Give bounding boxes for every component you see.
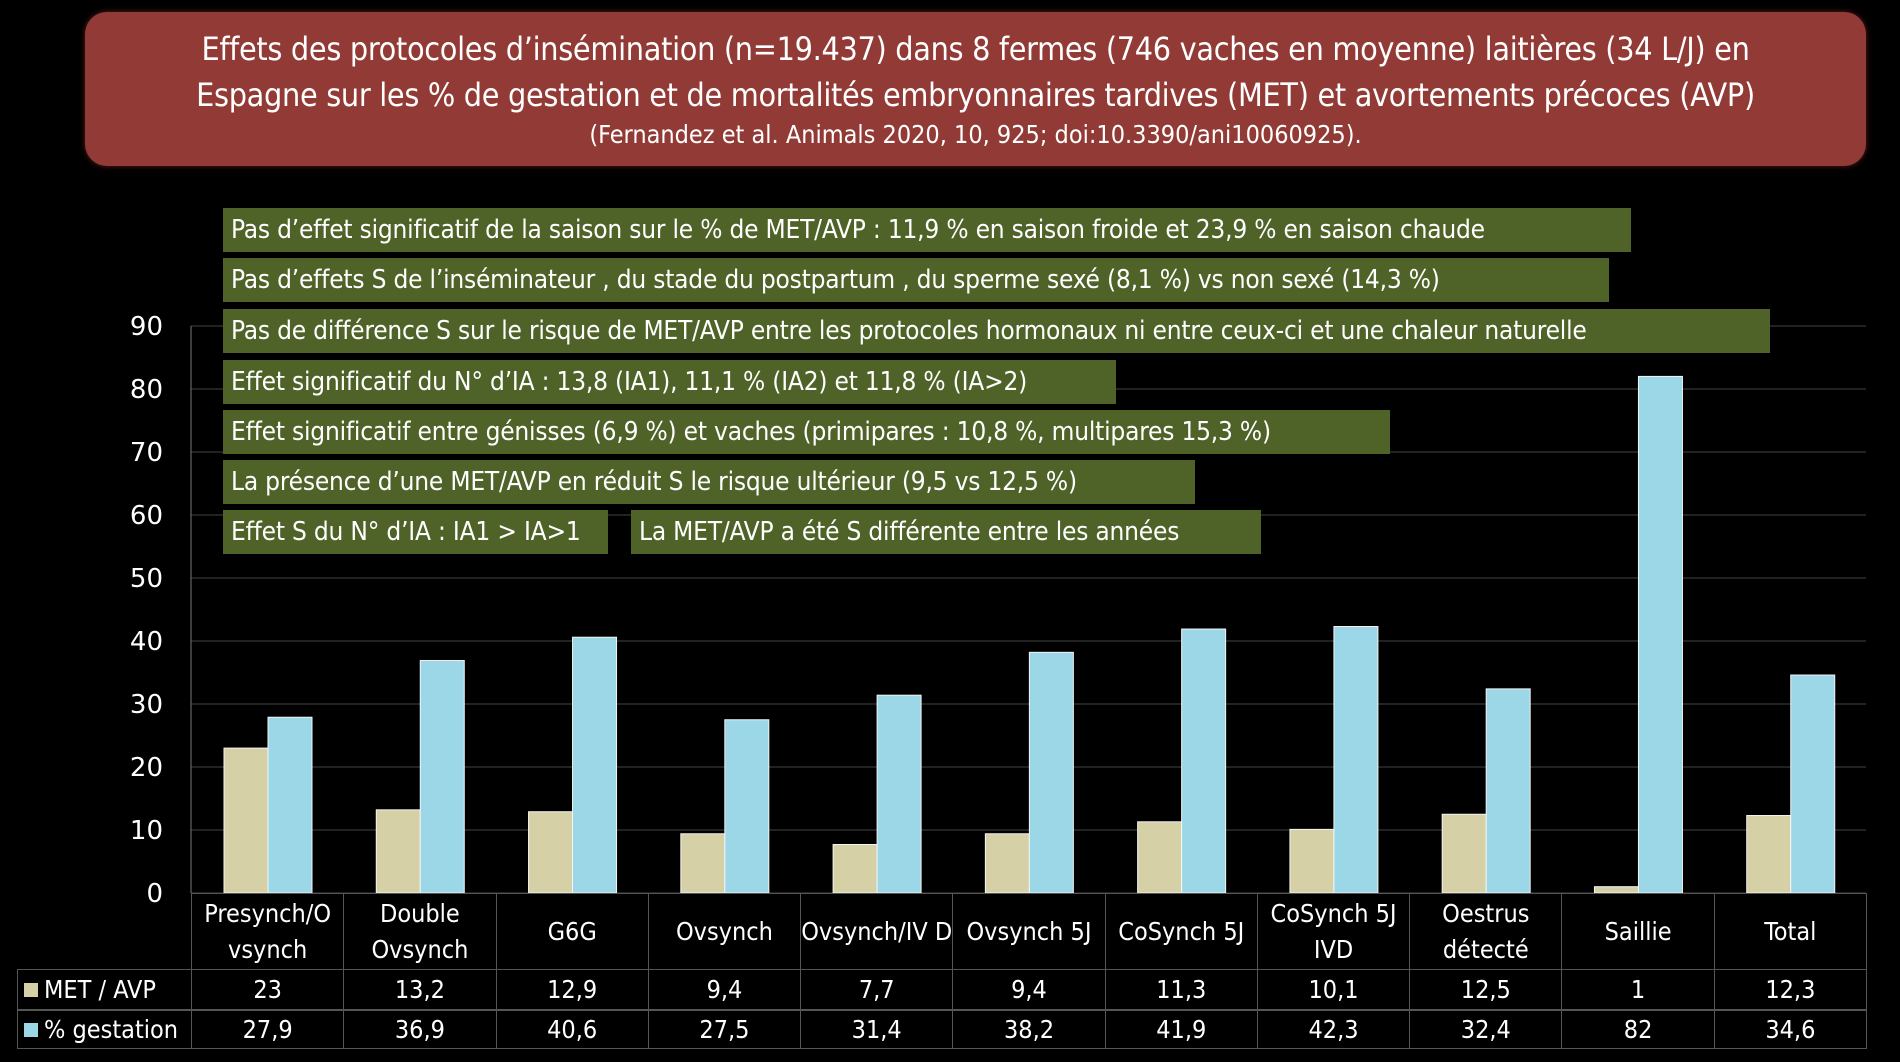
y-tick-label: 90 (130, 312, 163, 342)
data-value: 31,4 (800, 1010, 954, 1049)
note-protocols: Pas de différence S sur le risque de MET… (223, 309, 1770, 353)
category-label: Presynch/O vsynch (191, 893, 345, 970)
bar-gestation (1790, 674, 1836, 894)
data-value: 7,7 (800, 969, 954, 1010)
note-heifers-cows: Effet significatif entre génisses (6,9 %… (223, 410, 1390, 454)
legend-swatch (24, 1022, 38, 1037)
title-line-2: Espagne sur les % de gestation et de mor… (196, 76, 1755, 114)
data-value: 27,5 (647, 1010, 802, 1049)
data-value: 12,3 (1713, 969, 1867, 1010)
bar-gestation (1181, 628, 1227, 894)
category-label: CoSynch 5J (1104, 893, 1258, 970)
y-tick-label: 30 (130, 690, 163, 720)
note-ia1: Effet S du N° d’IA : IA1 > IA>1 (223, 510, 608, 554)
data-value: 23 (191, 969, 345, 1010)
note-season: Pas d’effet significatif de la saison su… (223, 208, 1631, 252)
note-years: La MET/AVP a été S différente entre les … (631, 510, 1261, 554)
bar-met-avp (375, 809, 421, 894)
y-tick-label: 70 (130, 438, 163, 468)
bar-gestation (876, 694, 922, 894)
category-label: Oestrus détecté (1409, 893, 1563, 970)
data-value: 34,6 (1713, 1010, 1867, 1049)
bar-met-avp (1289, 828, 1335, 894)
category-label: Saillie (1561, 893, 1715, 970)
legend-met-avp: MET / AVP (17, 969, 192, 1010)
data-value: 40,6 (495, 1010, 649, 1049)
data-value: 12,5 (1409, 969, 1563, 1010)
data-value: 9,4 (952, 969, 1106, 1010)
note-presence: La présence d’une MET/AVP en réduit S le… (223, 460, 1195, 504)
data-value: 82 (1561, 1010, 1715, 1049)
legend-gestation: % gestation (17, 1010, 192, 1049)
legend-swatch (24, 982, 38, 997)
data-value: 10,1 (1256, 969, 1411, 1010)
bar-gestation (419, 660, 465, 894)
title-line-1: Effets des protocoles d’insémination (n=… (201, 30, 1750, 68)
data-value: 32,4 (1409, 1010, 1563, 1049)
bar-met-avp (1746, 815, 1792, 894)
category-label: G6G (495, 893, 649, 970)
data-value: 38,2 (952, 1010, 1106, 1049)
category-label: CoSynch 5J IVD (1256, 893, 1411, 970)
data-value: 12,9 (495, 969, 649, 1010)
bar-gestation (1637, 375, 1683, 894)
bar-gestation (267, 716, 313, 894)
category-label: Ovsynch 5J (952, 893, 1106, 970)
category-label: Double Ovsynch (343, 893, 497, 970)
category-label: Ovsynch (647, 893, 802, 970)
bar-met-avp (984, 833, 1030, 894)
y-tick-label: 10 (130, 816, 163, 846)
bar-gestation (1333, 626, 1379, 894)
legend-label: % gestation (44, 1014, 179, 1044)
y-tick-label: 60 (130, 501, 163, 531)
data-value: 13,2 (343, 969, 497, 1010)
note-ia-number: Effet significatif du N° d’IA : 13,8 (IA… (223, 360, 1116, 404)
data-value: 9,4 (647, 969, 802, 1010)
data-value: 27,9 (191, 1010, 345, 1049)
bar-met-avp (680, 833, 726, 894)
bar-met-avp (1441, 813, 1487, 894)
data-value: 11,3 (1104, 969, 1258, 1010)
data-value: 42,3 (1256, 1010, 1411, 1049)
bar-met-avp (223, 747, 269, 894)
title-banner: Effets des protocoles d’insémination (n=… (85, 12, 1866, 166)
y-tick-label: 40 (130, 627, 163, 657)
y-tick-label: 20 (130, 753, 163, 783)
bar-met-avp (1137, 821, 1183, 894)
y-tick-label: 80 (130, 375, 163, 405)
bar-gestation (1485, 688, 1531, 894)
bar-gestation (1028, 651, 1074, 894)
note-inseminator: Pas d’effets S de l’inséminateur , du st… (223, 258, 1609, 302)
category-label: Total (1713, 893, 1867, 970)
y-tick-label: 50 (130, 564, 163, 594)
data-value: 1 (1561, 969, 1715, 1010)
bar-met-avp (832, 843, 878, 894)
category-label: Ovsynch/IV D (800, 893, 954, 970)
data-value: 36,9 (343, 1010, 497, 1049)
data-value: 41,9 (1104, 1010, 1258, 1049)
bar-met-avp (528, 811, 574, 894)
title-reference: (Fernandez et al. Animals 2020, 10, 925;… (589, 120, 1362, 149)
bar-gestation (724, 719, 770, 894)
bar-gestation (572, 636, 618, 894)
y-tick-label: 0 (146, 879, 163, 909)
legend-label: MET / AVP (44, 974, 156, 1004)
